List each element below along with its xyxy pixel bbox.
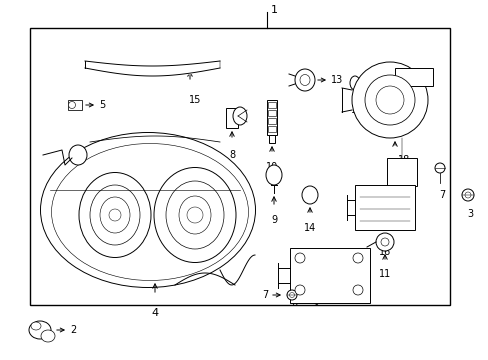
Bar [354,185,414,230]
Text: 2: 2 [70,325,76,335]
Text: 11: 11 [378,269,390,279]
Ellipse shape [69,145,87,165]
Circle shape [434,163,444,173]
Circle shape [352,253,362,263]
Ellipse shape [90,185,140,245]
Ellipse shape [299,75,309,85]
Text: 14: 14 [303,223,315,233]
Text: 13: 13 [330,75,343,85]
Bar [267,102,275,108]
Bar [394,68,432,86]
Circle shape [186,207,203,223]
Circle shape [68,102,75,108]
Circle shape [294,253,305,263]
Ellipse shape [349,76,359,90]
Circle shape [375,86,403,114]
Circle shape [352,285,362,295]
Text: 8: 8 [228,150,235,160]
Circle shape [461,189,473,201]
Ellipse shape [294,69,314,91]
Ellipse shape [41,330,55,342]
Ellipse shape [154,167,236,262]
Ellipse shape [79,172,151,257]
Ellipse shape [100,197,130,233]
Bar [289,248,369,303]
Circle shape [294,285,305,295]
Ellipse shape [31,322,41,330]
Bar [267,126,275,132]
Ellipse shape [265,165,282,185]
Text: 10: 10 [265,162,278,172]
Bar [68,100,82,110]
Text: 15: 15 [188,95,201,105]
Circle shape [351,62,427,138]
Bar [386,158,416,186]
Bar [268,135,274,143]
Circle shape [464,192,470,198]
Circle shape [380,238,388,246]
Ellipse shape [29,321,51,339]
Text: 9: 9 [270,215,277,225]
Bar [30,28,449,305]
Text: 1: 1 [270,5,278,15]
Text: 7: 7 [261,290,267,300]
Text: 12: 12 [395,196,407,206]
Bar [267,110,275,116]
Text: 3: 3 [466,209,472,219]
Ellipse shape [165,181,224,249]
Circle shape [286,290,296,300]
Text: 19: 19 [350,105,363,115]
Circle shape [109,209,121,221]
Circle shape [289,292,294,297]
Bar [267,118,275,124]
Bar [266,100,276,135]
Ellipse shape [179,196,210,234]
Text: 16: 16 [378,247,390,257]
Circle shape [375,233,393,251]
Text: 4: 4 [151,308,158,318]
Ellipse shape [302,186,317,204]
Text: 18: 18 [397,155,409,165]
Text: 17: 17 [364,71,376,81]
Ellipse shape [232,107,246,125]
Text: 6: 6 [291,298,297,308]
Ellipse shape [41,132,255,288]
Ellipse shape [51,144,248,280]
Circle shape [364,75,414,125]
Text: 7: 7 [438,190,444,200]
Bar [225,108,238,128]
Text: 5: 5 [99,100,105,110]
